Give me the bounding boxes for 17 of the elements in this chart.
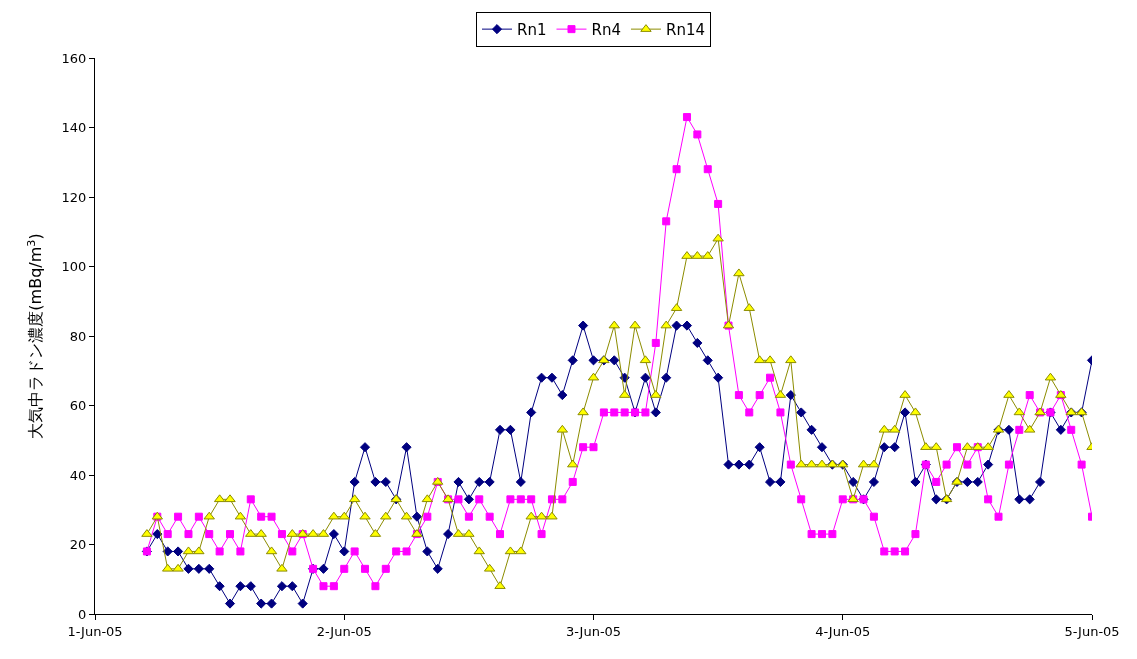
x-tick-label: 5-Jun-05 bbox=[1064, 623, 1120, 639]
x-tick-label: 2-Jun-05 bbox=[316, 623, 372, 639]
y-tick-label: 60 bbox=[69, 398, 87, 414]
y-tick-label: 40 bbox=[69, 467, 87, 483]
y-tick-label: 20 bbox=[69, 537, 87, 553]
y-tick-label: 80 bbox=[69, 328, 87, 344]
y-tick-label: 100 bbox=[61, 259, 87, 275]
legend-label: Rn14 bbox=[665, 20, 705, 39]
legend-label: Rn1 bbox=[517, 20, 547, 39]
x-tick-label: 4-Jun-05 bbox=[815, 623, 871, 639]
y-tick-label: 160 bbox=[61, 50, 87, 66]
y-tick-label: 0 bbox=[78, 606, 87, 622]
y-tick-label: 140 bbox=[61, 120, 87, 136]
y-tick-label: 120 bbox=[61, 189, 87, 205]
x-tick-label: 1-Jun-05 bbox=[67, 623, 123, 639]
legend-label: Rn4 bbox=[591, 20, 621, 39]
x-tick-label: 3-Jun-05 bbox=[565, 623, 622, 639]
